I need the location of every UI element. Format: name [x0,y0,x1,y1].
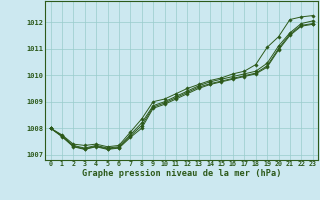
X-axis label: Graphe pression niveau de la mer (hPa): Graphe pression niveau de la mer (hPa) [82,169,281,178]
